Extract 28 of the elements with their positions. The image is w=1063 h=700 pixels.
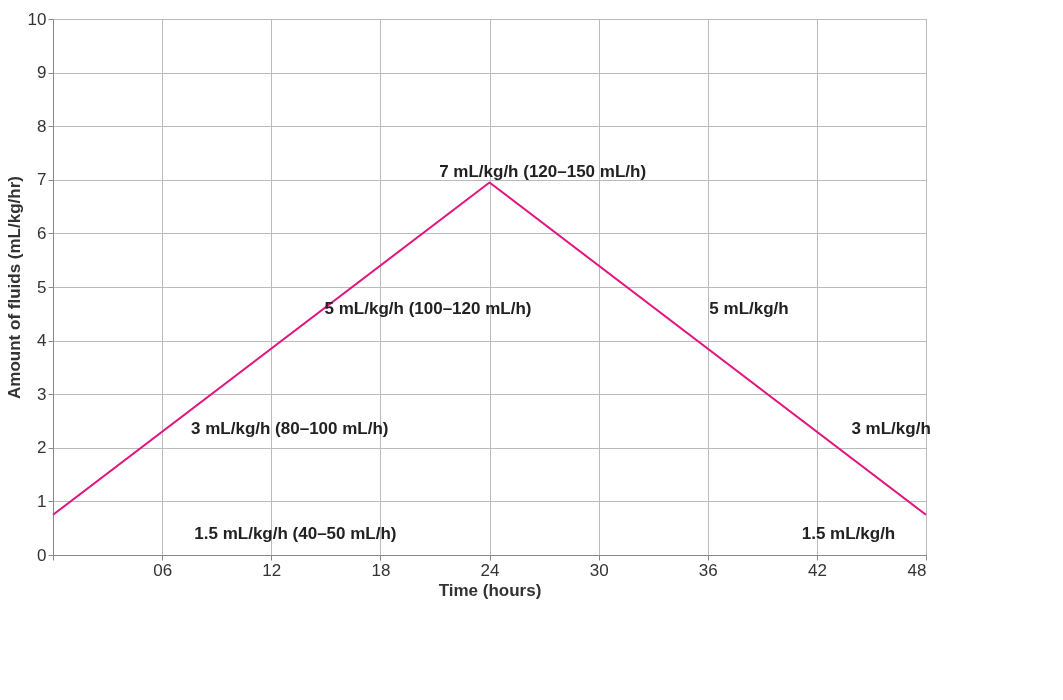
annotation: 1.5 mL/kg/h (40–50 mL/h) [194, 523, 397, 543]
annotation: 5 mL/kg/h (100–120 mL/h) [324, 299, 532, 319]
annotation: 3 mL/kg/h [851, 419, 931, 439]
y-tick-label: 2 [37, 438, 47, 458]
annotation: 5 mL/kg/h [709, 299, 789, 319]
x-tick-label: 36 [698, 560, 718, 580]
annotation: 7 mL/kg/h (120–150 mL/h) [439, 162, 647, 182]
annotation: 1.5 mL/kg/h [801, 523, 896, 543]
x-tick-label: 06 [153, 560, 173, 580]
y-tick-label: 7 [37, 170, 47, 190]
annotation: 3 mL/kg/h (80–100 mL/h) [191, 419, 389, 439]
x-tick-label: 12 [262, 560, 282, 580]
y-tick-label: 0 [37, 545, 47, 565]
y-tick-label: 3 [37, 384, 47, 404]
y-tick-label: 4 [37, 331, 47, 351]
x-axis-title: Time (hours) [438, 580, 542, 600]
x-tick-label: 18 [371, 560, 391, 580]
y-axis-title: Amount of fluids (mL/kg/hr) [4, 176, 24, 399]
y-tick-label: 5 [37, 277, 47, 297]
y-tick-label: 8 [37, 116, 47, 136]
y-tick-label: 9 [37, 63, 47, 83]
x-tick-label: 48 [907, 560, 927, 580]
y-tick-label: 10 [27, 9, 47, 29]
x-tick-label: 30 [589, 560, 609, 580]
y-tick-label: 6 [37, 223, 47, 243]
y-tick-label: 1 [37, 491, 47, 511]
x-tick-label: 24 [480, 560, 500, 580]
x-tick-label: 42 [807, 560, 827, 580]
